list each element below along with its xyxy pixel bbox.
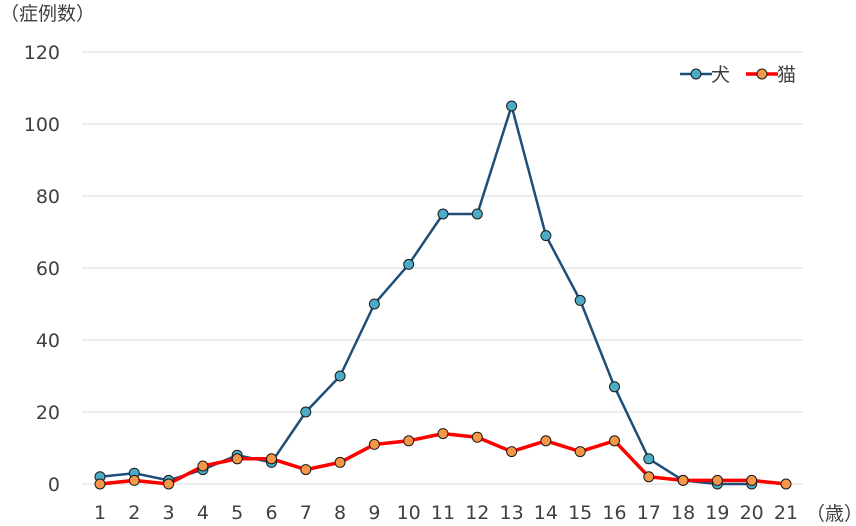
data-point [300, 406, 312, 418]
data-point [300, 464, 312, 476]
data-point [540, 230, 552, 242]
legend-label: 犬 [711, 64, 730, 86]
data-point [231, 453, 243, 465]
y-axis-title: （症例数） [0, 3, 95, 25]
data-point [437, 208, 449, 220]
data-point [334, 456, 346, 468]
data-point [471, 431, 483, 443]
y-tick-label: 60 [36, 258, 60, 280]
x-tick-label: 12 [465, 502, 489, 524]
data-point [574, 294, 586, 306]
data-point [609, 381, 620, 393]
data-point [574, 446, 586, 458]
y-tick-label: 20 [36, 402, 60, 424]
legend: 犬猫 [680, 64, 796, 86]
data-point [403, 258, 415, 270]
data-point [197, 460, 209, 472]
data-point [334, 370, 346, 382]
data-point [437, 428, 449, 440]
x-tick-label: 19 [705, 502, 729, 524]
x-tick-label: 1 [94, 502, 106, 524]
x-tick-label: 11 [431, 502, 455, 524]
x-axis-ticks: 1 2 3 4 5 6 7 8 9 10 11 12 13 14 15 16 17 18 19 20 21 [94, 502, 798, 524]
x-tick-label: 13 [500, 502, 524, 524]
x-tick-label: 16 [602, 502, 626, 524]
data-point [506, 446, 518, 458]
x-tick-label: 15 [568, 502, 592, 524]
data-point [609, 435, 620, 447]
series-lines [99, 104, 787, 486]
data-point [506, 100, 518, 112]
x-tick-label: 21 [774, 502, 798, 524]
x-tick-label: 20 [740, 502, 764, 524]
y-axis-ticks: 0 20 40 60 80 100 120 [24, 42, 60, 496]
data-point [128, 474, 140, 486]
legend-swatch-marker [756, 68, 768, 80]
x-tick-label: 7 [300, 502, 312, 524]
data-point [643, 471, 655, 483]
legend-label: 猫 [777, 64, 796, 86]
data-point [266, 453, 277, 465]
data-point [163, 478, 175, 490]
data-point [471, 208, 483, 220]
data-point [711, 474, 723, 486]
y-tick-label: 100 [24, 114, 60, 136]
y-tick-label: 80 [36, 186, 60, 208]
x-tick-label: 8 [334, 502, 346, 524]
x-tick-label: 10 [397, 502, 421, 524]
x-axis-title: （歳） [806, 503, 856, 525]
x-tick-label: 3 [163, 502, 175, 524]
data-point [677, 474, 689, 486]
data-point [780, 478, 792, 490]
data-point [403, 435, 415, 447]
x-tick-label: 4 [197, 502, 209, 524]
data-point [368, 438, 380, 450]
x-tick-label: 5 [231, 502, 243, 524]
legend-swatch-marker [690, 68, 702, 80]
x-tick-label: 9 [368, 502, 380, 524]
data-point [368, 298, 380, 310]
x-tick-label: 6 [265, 502, 277, 524]
y-tick-label: 40 [36, 330, 60, 352]
data-point [94, 478, 106, 490]
data-point [746, 474, 758, 486]
x-tick-label: 18 [671, 502, 695, 524]
y-tick-label: 120 [24, 42, 60, 64]
x-tick-label: 17 [637, 502, 661, 524]
data-point [643, 453, 655, 465]
y-tick-label: 0 [48, 474, 60, 496]
x-tick-label: 2 [128, 502, 140, 524]
series-line [99, 104, 752, 486]
series-points [94, 100, 792, 490]
x-tick-label: 14 [534, 502, 558, 524]
gridlines [82, 51, 803, 485]
data-point [540, 435, 552, 447]
